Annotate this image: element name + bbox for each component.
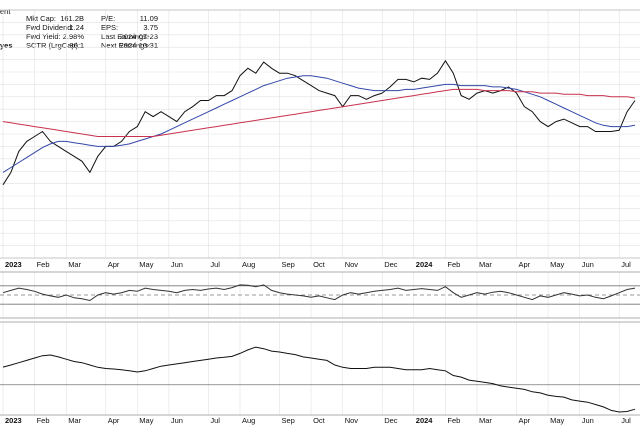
fundamental-value: 2.98% bbox=[63, 32, 85, 41]
exchange-fragment: yes bbox=[0, 41, 13, 50]
x-tick-label: 2024 bbox=[416, 260, 434, 269]
x-tick-label: Jun bbox=[582, 260, 594, 269]
x-tick-label: Aug bbox=[242, 260, 255, 269]
x-tick-label: Jul bbox=[621, 260, 631, 269]
x-tick-label: Nov bbox=[345, 260, 359, 269]
x-tick-label: Sep bbox=[282, 260, 295, 269]
fundamental-label: Last Earnings: bbox=[101, 32, 149, 41]
x-tick-label: Aug bbox=[242, 416, 255, 425]
fundamental-value: 1.24 bbox=[69, 23, 84, 32]
x-tick-label: May bbox=[139, 416, 153, 425]
x-tick-label: Nov bbox=[345, 416, 359, 425]
fundamental-value: 2024-10-31 bbox=[120, 41, 158, 50]
x-tick-label: Dec bbox=[384, 260, 398, 269]
x-tick-label: Apr bbox=[108, 260, 120, 269]
data-line bbox=[2, 284, 636, 302]
x-tick-label: 2023 bbox=[5, 260, 22, 269]
x-tick-label: Jun bbox=[171, 260, 183, 269]
fundamental-value: 36.1 bbox=[69, 41, 84, 50]
x-tick-label: Feb bbox=[447, 260, 460, 269]
panel-frame bbox=[0, 271, 640, 319]
fundamental-value: 3.75 bbox=[143, 23, 158, 32]
fundamental-label: Next Earnings: bbox=[101, 41, 150, 50]
x-tick-label: 2024 bbox=[416, 416, 434, 425]
x-tick-label: 2023 bbox=[5, 416, 22, 425]
fundamental-label: P/E: bbox=[101, 14, 115, 23]
x-tick-label: Jun bbox=[171, 416, 183, 425]
x-tick-label: Apr bbox=[519, 416, 531, 425]
x-tick-label: Mar bbox=[479, 416, 492, 425]
x-tick-label: Mar bbox=[479, 260, 492, 269]
x-tick-label: Oct bbox=[313, 416, 326, 425]
data-line bbox=[2, 59, 636, 186]
x-tick-label: Oct bbox=[313, 260, 326, 269]
x-tick-label: Jul bbox=[621, 416, 631, 425]
fundamental-label: SCTR (LrgCap): bbox=[26, 41, 80, 50]
x-tick-label: Apr bbox=[519, 260, 531, 269]
fundamental-label: Mkt Cap: bbox=[26, 14, 56, 23]
fundamental-label: EPS: bbox=[101, 23, 118, 32]
x-tick-label: Mar bbox=[68, 260, 81, 269]
overbought-fill bbox=[3, 284, 635, 286]
x-tick-label: Mar bbox=[68, 416, 81, 425]
x-tick-label: Jul bbox=[210, 416, 220, 425]
x-tick-label: Jul bbox=[210, 260, 220, 269]
data-line bbox=[2, 346, 636, 413]
fundamental-value: 161.2B bbox=[60, 14, 84, 23]
fundamental-value: 11.09 bbox=[140, 14, 158, 23]
fundamental-label: Fwd Dividend: bbox=[26, 23, 74, 32]
x-tick-label: Feb bbox=[37, 260, 50, 269]
x-tick-label: Dec bbox=[384, 416, 398, 425]
x-tick-label: Apr bbox=[108, 416, 120, 425]
fundamental-label: Fwd Yield: bbox=[26, 32, 61, 41]
fundamental-value: 2024-07-23 bbox=[120, 32, 158, 41]
x-tick-label: Sep bbox=[282, 416, 295, 425]
data-line bbox=[2, 88, 636, 137]
panel-frame bbox=[0, 321, 640, 416]
x-tick-label: Feb bbox=[447, 416, 460, 425]
x-tick-label: May bbox=[550, 416, 564, 425]
data-line bbox=[2, 75, 636, 173]
x-tick-label: May bbox=[550, 260, 564, 269]
x-tick-label: Jun bbox=[582, 416, 594, 425]
x-tick-label: Feb bbox=[37, 416, 50, 425]
name-fragment: ent bbox=[0, 7, 11, 16]
x-tick-label: May bbox=[139, 260, 153, 269]
